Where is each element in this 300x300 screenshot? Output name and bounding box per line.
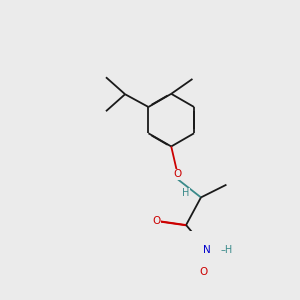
Text: H: H	[182, 188, 190, 198]
Text: O: O	[173, 169, 182, 179]
Text: –H: –H	[220, 245, 232, 256]
Text: O: O	[152, 216, 160, 226]
Text: N: N	[203, 245, 211, 256]
Text: O: O	[199, 267, 207, 277]
